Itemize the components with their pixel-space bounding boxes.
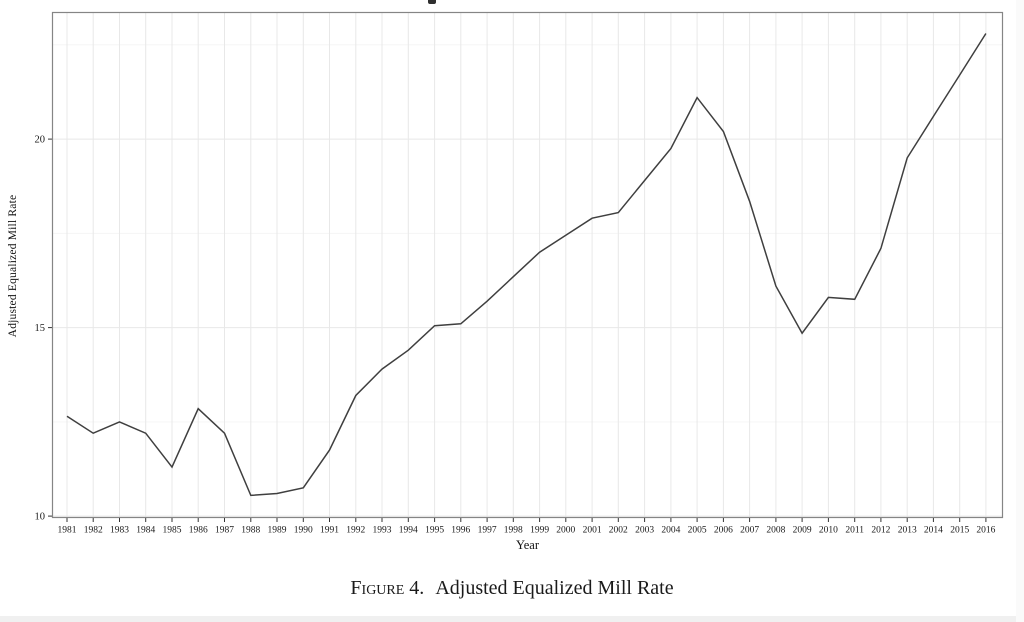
x-tick-label: 2010 <box>819 526 838 536</box>
chart-svg: 1981 1982 1983 1984 1985 1986 1987 1988 1989 1990… <box>35 11 1004 536</box>
x-tick-label: 1988 <box>241 526 260 536</box>
x-tick-label: 1990 <box>294 526 313 536</box>
x-tick-label: 1989 <box>268 526 287 536</box>
x-tick-label: 2007 <box>740 526 759 536</box>
x-tick-label: 1985 <box>163 526 182 536</box>
x-tick-label: 1993 <box>373 526 392 536</box>
y-tick-label: 20 <box>35 135 46 146</box>
x-tick-label: 2000 <box>556 526 575 536</box>
figure-caption-label: Figure 4. <box>350 577 425 599</box>
x-tick-label: 1986 <box>189 526 208 536</box>
page-edge-right <box>1016 0 1024 622</box>
x-tick-label: 2001 <box>583 526 602 536</box>
x-tick-label: 1996 <box>451 526 470 536</box>
x-tick-label: 1998 <box>504 526 523 536</box>
x-tick-label: 1983 <box>110 526 129 536</box>
x-tick-label: 1999 <box>530 526 549 536</box>
x-tick-label: 1984 <box>136 526 155 536</box>
x-axis-title: Year <box>515 538 540 552</box>
x-tick-label: 2014 <box>924 526 943 536</box>
page-edge-bottom <box>0 616 1024 622</box>
x-tick-label: 2003 <box>635 526 654 536</box>
x-tick-label: 1991 <box>320 526 339 536</box>
x-tick-label: 2012 <box>871 526 890 536</box>
x-tick-label: 2015 <box>950 526 969 536</box>
x-tick-label: 2011 <box>845 526 864 536</box>
y-tick-label: 10 <box>35 512 46 523</box>
chart-panel: 1981 1982 1983 1984 1985 1986 1987 1988 1989 1990… <box>35 11 1004 536</box>
panel-border <box>51 11 1004 519</box>
y-axis-title: Adjusted Equalized Mill Rate <box>7 194 19 338</box>
x-tick-label: 2002 <box>609 526 628 536</box>
x-tick-label: 1981 <box>58 526 77 536</box>
figure-caption-text: Adjusted Equalized Mill Rate <box>435 577 674 599</box>
x-tick-label: 2008 <box>766 526 785 536</box>
x-tick-label: 1997 <box>478 526 497 536</box>
x-tick-label: 1982 <box>84 526 103 536</box>
x-tick-label: 1992 <box>346 526 365 536</box>
x-tick-label: 2016 <box>976 526 995 536</box>
x-tick-label: 2004 <box>661 526 680 536</box>
x-tick-label: 1994 <box>399 526 418 536</box>
x-tick-label: 1987 <box>215 526 234 536</box>
x-tick-label: 2005 <box>688 526 707 536</box>
data-line <box>66 33 987 497</box>
figure-caption: Figure 4. Adjusted Equalized Mill Rate <box>0 577 1024 600</box>
cropped-title-fragment <box>428 0 436 4</box>
x-tick-label: 2009 <box>793 526 812 536</box>
y-tick-label: 15 <box>35 323 46 334</box>
x-tick-label: 1995 <box>425 526 444 536</box>
x-tick-label: 2013 <box>898 526 917 536</box>
x-tick-label: 2006 <box>714 526 733 536</box>
